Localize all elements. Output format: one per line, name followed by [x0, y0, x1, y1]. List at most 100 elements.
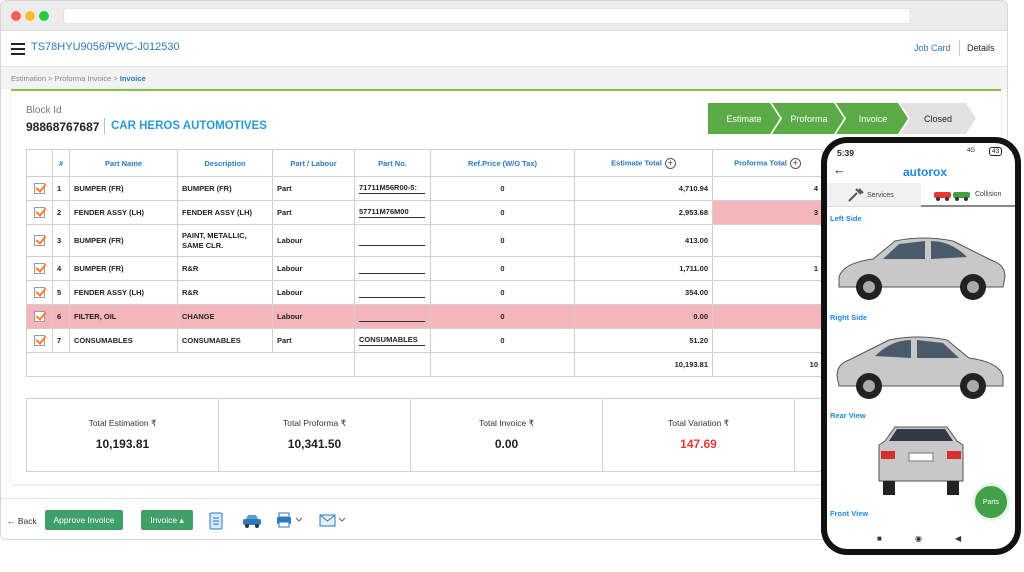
row-checkbox[interactable] — [34, 207, 45, 218]
description-cell: R&R — [177, 256, 273, 281]
total-proforma-label: Total Proforma ₹ — [282, 418, 347, 428]
part-no-input[interactable]: 71711M56R00-5: — [359, 183, 425, 194]
row-checkbox[interactable] — [34, 263, 45, 274]
left-side-label: Left Side — [830, 214, 862, 223]
home-icon[interactable]: ◉ — [915, 534, 922, 543]
browser-chrome — [1, 1, 1007, 31]
row-checkbox[interactable] — [34, 311, 45, 322]
block-divider — [104, 118, 105, 134]
table-row[interactable]: 4 BUMPER (FR) R&R Labour 0 1,711.00 1 — [26, 256, 823, 281]
back-button[interactable]: ← Back — [7, 516, 37, 526]
ref-price-cell: 0 — [430, 176, 575, 201]
breadcrumb: Estimation > Proforma Invoice > Invoice — [1, 67, 1007, 89]
table-row[interactable]: 7 CONSUMABLES CONSUMABLES Part CONSUMABL… — [26, 328, 823, 353]
maximize-window-dot[interactable] — [39, 11, 49, 21]
ref-price-cell: 0 — [430, 256, 575, 281]
description-line-2: SAME CLR. — [182, 240, 224, 250]
approve-invoice-button[interactable]: Approve Invoice — [45, 510, 123, 530]
tab-collision[interactable]: Collision — [921, 183, 1015, 207]
car-right-side-image[interactable] — [833, 326, 1009, 404]
table-row[interactable]: 2 FENDER ASSY (LH) FENDER ASSY (LH) Part… — [26, 200, 823, 225]
step-estimate[interactable]: Estimate — [726, 113, 762, 124]
phone-screen: 5:39 4G 43 ← autorox Services Collision … — [827, 143, 1015, 549]
estimate-total-cell: 0.00 — [574, 304, 713, 329]
step-closed[interactable]: Closed — [923, 113, 952, 124]
part-no-input[interactable] — [359, 263, 425, 274]
breadcrumb-proforma[interactable]: Proforma Invoice — [54, 74, 112, 83]
part-no-input[interactable]: CONSUMABLES — [359, 335, 425, 346]
parts-fab-label: Parts — [982, 498, 1000, 506]
ref-price-cell: 0 — [430, 200, 575, 225]
part-no-input[interactable] — [359, 311, 425, 322]
header-divider — [959, 40, 960, 56]
row-checkbox[interactable] — [34, 235, 45, 246]
description-line-1: PAINT, METALLIC, — [182, 230, 247, 240]
close-window-dot[interactable] — [11, 11, 21, 21]
table-row-highlighted[interactable]: 6 FILTER, OIL CHANGE Labour 0 0.00 — [26, 304, 823, 329]
table-row[interactable]: 1 BUMPER (FR) BUMPER (FR) Part 71711M56R… — [26, 176, 823, 201]
row-number: 2 — [52, 200, 70, 225]
step-invoice[interactable]: Invoice — [858, 113, 888, 124]
row-number: 4 — [52, 256, 70, 281]
breadcrumb-separator: > — [48, 74, 53, 83]
proforma-total-cell: 3 — [712, 200, 823, 225]
company-name: CAR HEROS AUTOMOTIVES — [111, 120, 267, 132]
add-proforma-icon[interactable]: + — [789, 157, 801, 169]
table-row[interactable]: 3 BUMPER (FR) PAINT, METALLIC, SAME CLR. … — [26, 224, 823, 257]
table-row[interactable]: 5 FENDER ASSY (LH) R&R Labour 0 354.00 — [26, 280, 823, 305]
estimate-total-cell: 51.20 — [574, 328, 713, 353]
total-estimation-label: Total Estimation ₹ — [88, 418, 157, 428]
description-cell: CHANGE — [177, 304, 273, 329]
description-cell: FENDER ASSY (LH) — [177, 200, 273, 225]
row-number: 3 — [52, 224, 70, 257]
breadcrumb-invoice: Invoice — [119, 74, 146, 83]
car-rear-view-image[interactable] — [871, 423, 971, 499]
type-cell: Part — [272, 200, 355, 225]
vehicle-icon[interactable] — [242, 514, 262, 528]
parts-fab-button[interactable]: Parts — [972, 483, 1010, 521]
phone-mockup: 5:39 4G 43 ← autorox Services Collision … — [821, 137, 1021, 555]
part-no-input[interactable] — [359, 235, 425, 246]
block-id-label: Block Id — [26, 105, 62, 116]
part-name-cell: FENDER ASSY (LH) — [69, 280, 178, 305]
car-left-side-image[interactable] — [833, 227, 1009, 305]
row-checkbox[interactable] — [34, 183, 45, 194]
stepper-arrows — [708, 103, 976, 134]
type-cell: Part — [272, 176, 355, 201]
table-footer-row: 10,193.81 10 — [26, 352, 823, 377]
tab-collision-label: Collision — [974, 190, 1002, 198]
invoice-dropdown-button[interactable]: Invoice ▴ — [141, 510, 193, 530]
part-name-column-header: Part Name — [69, 149, 178, 177]
ref-price-column-header: Ref.Price (W/O Tax) — [430, 149, 575, 177]
rear-view-label: Rear View — [830, 411, 866, 420]
add-estimate-icon[interactable]: + — [664, 157, 676, 169]
ref-price-cell: 0 — [430, 280, 575, 305]
recent-apps-icon[interactable]: ■ — [877, 534, 882, 543]
phone-back-icon[interactable]: ← — [833, 162, 846, 177]
nav-back-icon[interactable]: ◀ — [955, 534, 962, 543]
proforma-total-cell — [712, 224, 823, 257]
proforma-total-label: Proforma Total — [734, 157, 787, 167]
breadcrumb-estimation[interactable]: Estimation — [11, 74, 47, 83]
tab-services[interactable]: Services — [827, 183, 921, 207]
details-link[interactable]: Details — [967, 43, 995, 53]
row-checkbox[interactable] — [34, 335, 45, 346]
row-checkbox[interactable] — [34, 287, 45, 298]
total-variation-value: 147.69 — [680, 437, 717, 451]
description-cell: PAINT, METALLIC, SAME CLR. — [177, 224, 273, 257]
step-proforma[interactable]: Proforma — [790, 113, 828, 124]
type-cell: Labour — [272, 304, 355, 329]
breadcrumb-separator: > — [113, 74, 118, 83]
document-icon[interactable] — [209, 512, 225, 530]
menu-icon[interactable] — [11, 43, 25, 55]
estimate-total-cell: 4,710.94 — [574, 176, 713, 201]
part-no-input[interactable]: 57711M76M00 — [359, 207, 425, 218]
minimize-window-dot[interactable] — [25, 11, 35, 21]
description-cell: R&R — [177, 280, 273, 305]
print-icon[interactable] — [276, 512, 304, 528]
job-card-link[interactable]: Job Card — [914, 43, 951, 53]
part-no-input[interactable] — [359, 287, 425, 298]
type-cell: Labour — [272, 280, 355, 305]
address-bar[interactable] — [63, 8, 911, 24]
email-icon[interactable] — [319, 512, 347, 528]
